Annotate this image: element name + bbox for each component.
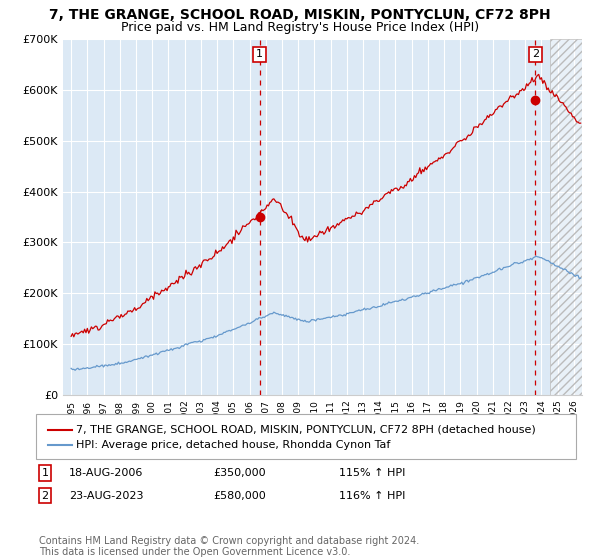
Text: 116% ↑ HPI: 116% ↑ HPI xyxy=(339,491,406,501)
Text: 1: 1 xyxy=(41,468,49,478)
Text: £350,000: £350,000 xyxy=(213,468,266,478)
Bar xyxy=(550,39,582,395)
Text: Contains HM Land Registry data © Crown copyright and database right 2024.
This d: Contains HM Land Registry data © Crown c… xyxy=(39,535,419,557)
Text: 115% ↑ HPI: 115% ↑ HPI xyxy=(339,468,406,478)
Text: 2: 2 xyxy=(532,49,539,59)
Text: Price paid vs. HM Land Registry's House Price Index (HPI): Price paid vs. HM Land Registry's House … xyxy=(121,21,479,34)
Text: £580,000: £580,000 xyxy=(213,491,266,501)
Text: 7, THE GRANGE, SCHOOL ROAD, MISKIN, PONTYCLUN, CF72 8PH (detached house): 7, THE GRANGE, SCHOOL ROAD, MISKIN, PONT… xyxy=(76,424,536,435)
Text: 2: 2 xyxy=(41,491,49,501)
Bar xyxy=(550,39,582,395)
Text: HPI: Average price, detached house, Rhondda Cynon Taf: HPI: Average price, detached house, Rhon… xyxy=(76,440,391,450)
Text: 18-AUG-2006: 18-AUG-2006 xyxy=(69,468,143,478)
Text: 1: 1 xyxy=(256,49,263,59)
Text: 23-AUG-2023: 23-AUG-2023 xyxy=(69,491,143,501)
Text: 7, THE GRANGE, SCHOOL ROAD, MISKIN, PONTYCLUN, CF72 8PH: 7, THE GRANGE, SCHOOL ROAD, MISKIN, PONT… xyxy=(49,8,551,22)
